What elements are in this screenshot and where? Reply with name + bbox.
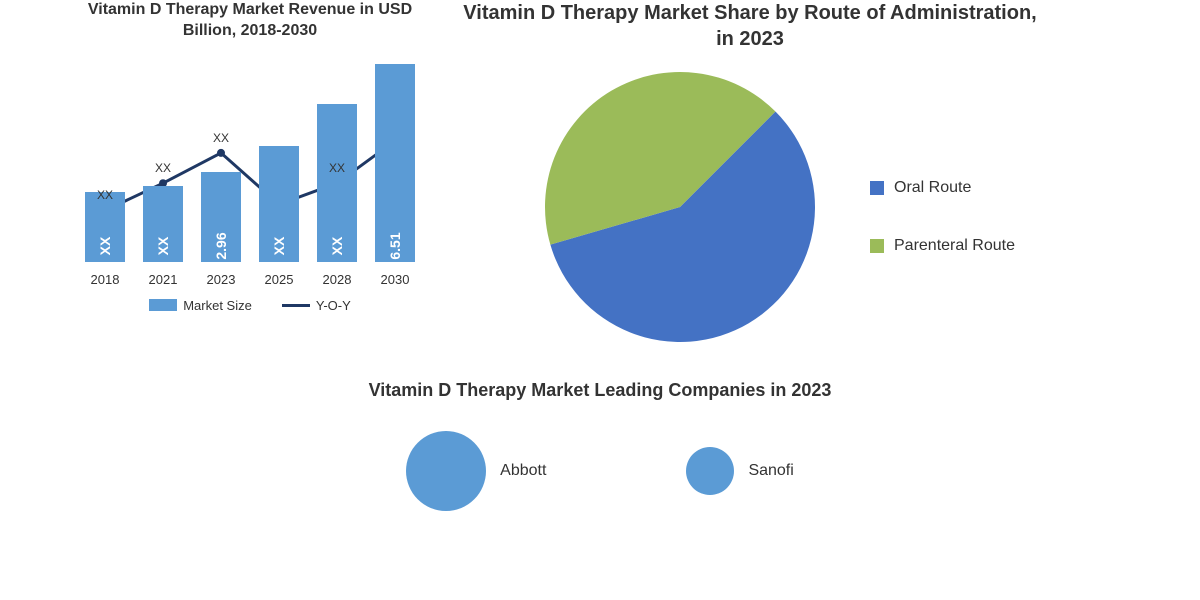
revenue-bar: XX	[143, 186, 183, 262]
revenue-bar: XX	[317, 104, 357, 262]
pie-legend-swatch	[870, 239, 884, 253]
legend-market-size: Market Size	[149, 298, 252, 313]
revenue-x-label: 2021	[138, 272, 188, 287]
revenue-x-label: 2028	[312, 272, 362, 287]
infographic-container: Vitamin D Therapy Market Revenue in USD …	[0, 0, 1200, 600]
pie-legend-label: Oral Route	[894, 179, 971, 197]
legend-line-swatch	[282, 304, 310, 307]
pie-legend-item: Parenteral Route	[870, 237, 1015, 255]
revenue-legend: Market Size Y-O-Y	[40, 298, 460, 313]
revenue-top-annot: XX	[148, 161, 178, 175]
pie-legend-swatch	[870, 181, 884, 195]
revenue-bar-label: 2.96	[213, 232, 229, 259]
legend-bar-label: Market Size	[183, 298, 252, 313]
companies-panel: Vitamin D Therapy Market Leading Compani…	[40, 380, 1160, 511]
company-bubble	[406, 431, 486, 511]
companies-title: Vitamin D Therapy Market Leading Compani…	[40, 380, 1160, 401]
revenue-bar-label: XX	[329, 236, 345, 255]
revenue-top-annot: XX	[322, 161, 352, 175]
company-label: Abbott	[500, 462, 546, 480]
company-bubble-item: Sanofi	[686, 447, 793, 495]
revenue-bar-label: XX	[271, 236, 287, 255]
company-bubble-item: Abbott	[406, 431, 546, 511]
revenue-bar: 6.51	[375, 64, 415, 261]
revenue-bar-label: XX	[97, 236, 113, 255]
revenue-x-label: 2030	[370, 272, 420, 287]
pie-body: Oral Route Parenteral Route	[460, 62, 1160, 342]
company-label: Sanofi	[748, 462, 793, 480]
pie-chart-title: Vitamin D Therapy Market Share by Route …	[460, 0, 1160, 52]
revenue-chart-title: Vitamin D Therapy Market Revenue in USD …	[40, 0, 460, 42]
pie-svg	[520, 62, 840, 342]
companies-bubbles: Abbott Sanofi	[40, 431, 1160, 511]
legend-line-label: Y-O-Y	[316, 298, 351, 313]
legend-yoy: Y-O-Y	[282, 298, 351, 313]
pie-svg-wrap	[520, 62, 840, 342]
pie-legend-label: Parenteral Route	[894, 237, 1015, 255]
top-row: Vitamin D Therapy Market Revenue in USD …	[40, 0, 1160, 380]
pie-legend: Oral Route Parenteral Route	[870, 179, 1015, 255]
company-bubble	[686, 447, 734, 495]
revenue-bar: XX	[259, 146, 299, 261]
legend-bar-swatch	[149, 299, 177, 311]
revenue-bar-label: XX	[155, 236, 171, 255]
revenue-chart-area: XX 2018 XX XX 2021 XX 2.96 2023 XX XX 2025 XX 2028 XX…	[60, 52, 440, 292]
revenue-bar: XX	[85, 192, 125, 262]
revenue-top-annot: XX	[90, 188, 120, 202]
revenue-top-annot: XX	[206, 131, 236, 145]
revenue-x-label: 2023	[196, 272, 246, 287]
revenue-chart-panel: Vitamin D Therapy Market Revenue in USD …	[40, 0, 460, 380]
revenue-bar-label: 6.51	[387, 232, 403, 259]
revenue-x-label: 2025	[254, 272, 304, 287]
revenue-x-label: 2018	[80, 272, 130, 287]
pie-legend-item: Oral Route	[870, 179, 1015, 197]
revenue-bar: 2.96	[201, 172, 241, 262]
pie-chart-panel: Vitamin D Therapy Market Share by Route …	[460, 0, 1160, 380]
